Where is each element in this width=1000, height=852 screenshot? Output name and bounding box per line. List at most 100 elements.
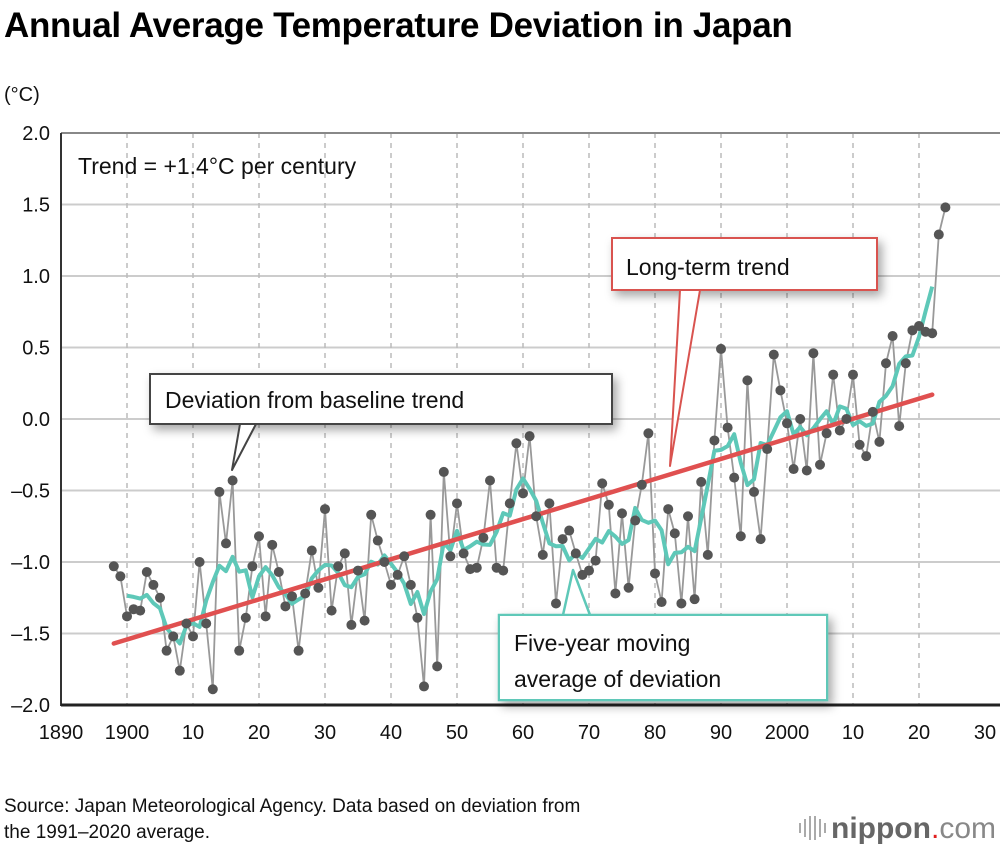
data-point xyxy=(749,486,759,497)
y-tick-label: –1.5 xyxy=(11,624,50,646)
data-point xyxy=(234,645,245,656)
y-tick-label: –1.0 xyxy=(11,552,50,574)
data-point xyxy=(940,202,951,213)
data-point xyxy=(188,631,198,642)
logo-wave-icon xyxy=(799,816,826,840)
data-point xyxy=(617,508,627,519)
data-point xyxy=(788,464,799,475)
data-point xyxy=(933,229,944,240)
data-point xyxy=(155,592,165,603)
data-point xyxy=(742,375,753,386)
data-point xyxy=(240,612,251,623)
data-point xyxy=(848,369,858,380)
data-point xyxy=(663,504,674,515)
x-tick-label: 20 xyxy=(248,722,270,744)
data-point xyxy=(834,425,845,436)
chart-title: Annual Average Temperature Deviation in … xyxy=(4,6,792,45)
data-point xyxy=(379,557,390,567)
data-point xyxy=(768,349,779,360)
data-point xyxy=(815,459,825,470)
x-tick-label: 90 xyxy=(710,722,732,744)
data-point xyxy=(405,579,416,590)
data-point xyxy=(438,466,449,477)
x-tick-label: 10 xyxy=(842,722,864,744)
data-point xyxy=(927,328,938,339)
data-point xyxy=(287,591,297,602)
y-tick-label: 2.0 xyxy=(22,123,50,145)
data-point xyxy=(854,439,865,450)
data-point xyxy=(867,406,878,417)
data-point xyxy=(518,488,528,499)
data-point xyxy=(148,579,159,590)
data-point xyxy=(313,582,324,593)
data-point xyxy=(227,475,238,486)
data-point xyxy=(471,562,482,573)
callout-long-term-trend: Long-term trend xyxy=(611,237,878,467)
data-point xyxy=(115,571,126,582)
y-tick-label: 0.0 xyxy=(22,409,50,431)
data-point xyxy=(392,569,403,580)
data-point xyxy=(755,534,766,545)
nippon-logo[interactable]: nippon.com xyxy=(797,812,996,846)
source-line-2: the 1991–2020 average. xyxy=(4,822,211,843)
data-point xyxy=(485,475,495,486)
data-point xyxy=(511,438,522,449)
data-point xyxy=(432,661,443,672)
data-point xyxy=(339,548,350,559)
x-tick-label: 30 xyxy=(314,722,336,744)
data-point xyxy=(207,684,218,695)
data-point xyxy=(900,358,911,369)
data-point xyxy=(716,343,726,354)
data-point xyxy=(419,681,429,692)
data-point xyxy=(181,618,192,629)
x-tick-label: 2000 xyxy=(765,722,810,744)
data-point xyxy=(729,472,740,483)
trend-note: Trend = +1.4°C per century xyxy=(78,153,357,179)
data-point xyxy=(320,504,330,515)
data-point xyxy=(676,598,687,609)
y-axis-unit: (°C) xyxy=(4,84,40,106)
data-point xyxy=(359,615,370,626)
data-point xyxy=(914,321,924,332)
y-tick-label: –2.0 xyxy=(11,695,50,717)
data-point xyxy=(214,486,225,497)
x-tick-label: 80 xyxy=(644,722,666,744)
data-point xyxy=(795,414,806,424)
data-point xyxy=(636,479,647,490)
data-point xyxy=(650,568,660,579)
data-point xyxy=(122,611,132,622)
data-point xyxy=(293,645,304,656)
data-point xyxy=(669,528,680,539)
data-point xyxy=(861,451,872,462)
data-point xyxy=(801,465,812,476)
data-point xyxy=(683,511,693,522)
data-point xyxy=(254,531,264,542)
source-line-1: Source: Japan Meteorological Agency. Dat… xyxy=(4,796,581,817)
callout-moving-average: Five-year moving average of deviation xyxy=(497,568,829,702)
data-point xyxy=(425,509,436,520)
data-point xyxy=(808,348,819,359)
data-point xyxy=(564,525,575,536)
moving-average-line xyxy=(126,286,935,646)
data-point xyxy=(821,428,832,439)
data-point xyxy=(452,498,462,509)
data-point xyxy=(108,561,119,572)
data-point xyxy=(782,418,792,429)
data-point xyxy=(174,665,185,676)
data-point xyxy=(584,565,594,576)
data-point xyxy=(326,605,337,616)
data-point xyxy=(544,498,555,509)
x-tick-label: 1890 xyxy=(39,722,84,744)
data-point xyxy=(247,561,258,572)
data-point xyxy=(168,631,179,642)
data-point xyxy=(524,431,535,442)
data-point xyxy=(590,555,601,566)
data-point xyxy=(333,561,344,572)
data-point xyxy=(881,358,891,369)
long-term-trend-line xyxy=(111,392,935,646)
data-point xyxy=(372,535,383,546)
data-point xyxy=(504,498,515,509)
data-point xyxy=(498,565,509,576)
series xyxy=(108,202,951,695)
